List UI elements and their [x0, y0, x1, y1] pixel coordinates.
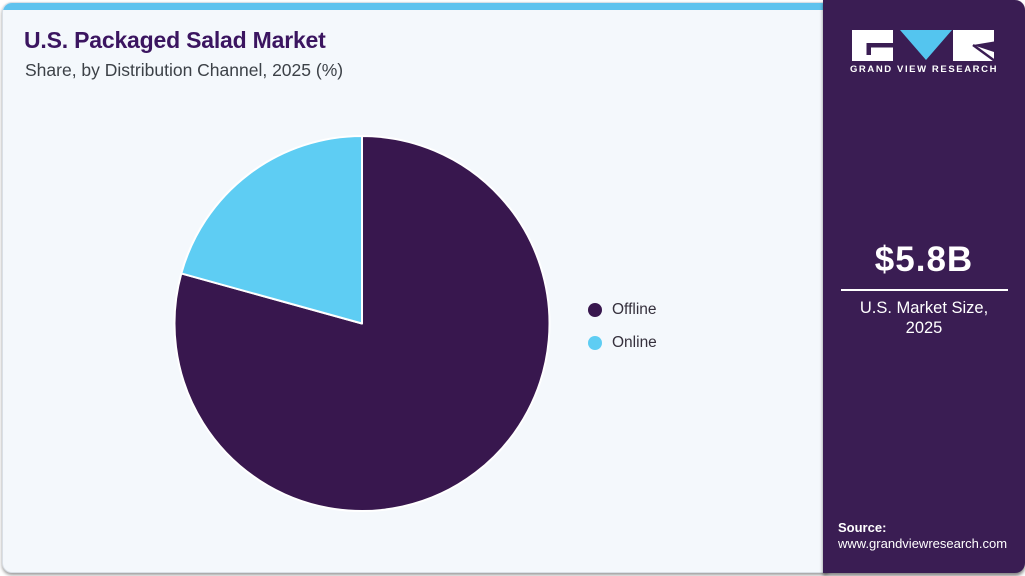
chart-card: U.S. Packaged Salad Market Share, by Dis…: [2, 2, 832, 573]
legend-label-online: Online: [612, 334, 657, 351]
sidebar: GRAND VIEW RESEARCH $5.8B U.S. Market Si…: [823, 0, 1025, 573]
legend-item-online: Online: [588, 334, 657, 352]
source-label: Source:: [838, 520, 887, 535]
legend-label-offline: Offline: [612, 301, 657, 318]
page-title: U.S. Packaged Salad Market: [24, 27, 326, 53]
page-subtitle: Share, by Distribution Channel, 2025 (%): [25, 60, 344, 80]
divider: [840, 289, 1008, 291]
market-size-block: $5.8B U.S. Market Size, 2025: [823, 240, 1025, 338]
top-accent-bar: [3, 3, 831, 10]
logo-text: GRAND VIEW RESEARCH: [849, 64, 999, 75]
source-url-link[interactable]: www.grandviewresearch.com: [838, 536, 1008, 551]
pie-chart: [173, 134, 551, 513]
legend: Offline Online: [588, 301, 657, 352]
legend-item-offline: Offline: [588, 301, 657, 319]
pie-slice-online: [180, 135, 363, 325]
source-block: Source: www.grandviewresearch.com: [838, 520, 1007, 552]
offline-color-dot: [588, 303, 602, 317]
market-size-value: $5.8B: [874, 240, 974, 279]
gvr-logo-icon: [852, 30, 997, 63]
online-color-dot: [588, 336, 602, 350]
market-size-label: U.S. Market Size, 2025: [859, 299, 989, 337]
pie-chart-svg: [173, 135, 551, 512]
